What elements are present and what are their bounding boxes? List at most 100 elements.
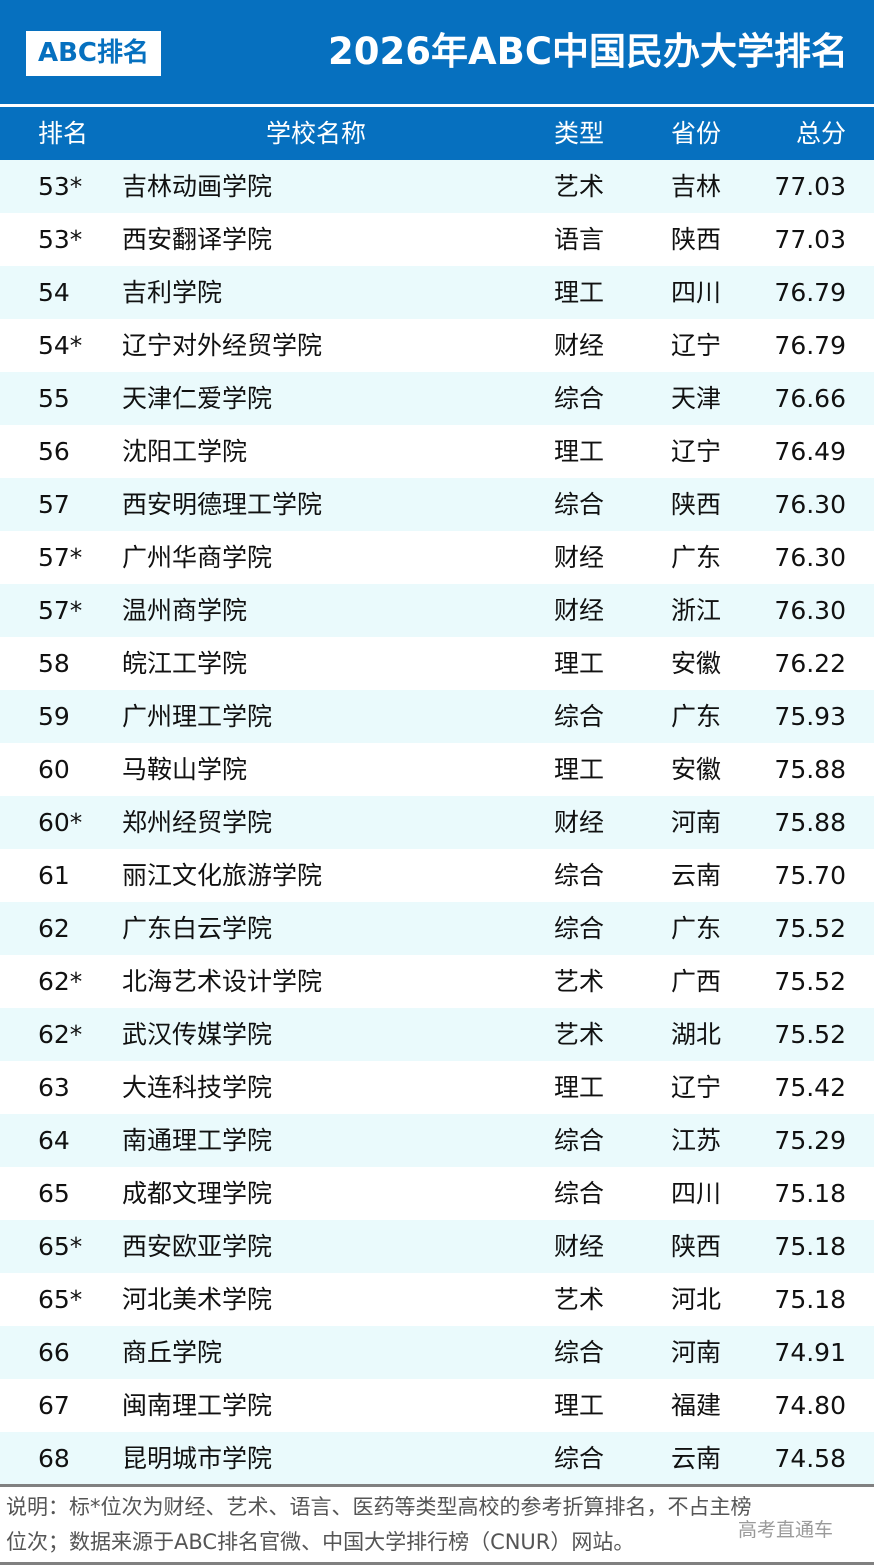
cell-province: 河北 — [671, 1285, 722, 1314]
cell-school: 河北美术学院 — [122, 1285, 273, 1314]
cell-rank: 63 — [38, 1073, 70, 1102]
table-row: 65 成都文理学院 综合 四川 75.18 — [0, 1167, 874, 1220]
cell-school: 郑州经贸学院 — [122, 808, 273, 837]
cell-rank: 60* — [38, 808, 83, 837]
table-row: 65* 西安欧亚学院 财经 陕西 75.18 — [0, 1220, 874, 1273]
cell-school: 广州理工学院 — [122, 702, 273, 731]
cell-score: 76.66 — [774, 384, 846, 413]
cell-score: 75.70 — [774, 861, 846, 890]
cell-rank: 60 — [38, 755, 70, 784]
cell-type: 综合 — [554, 1126, 605, 1155]
cell-school: 北海艺术设计学院 — [122, 967, 323, 996]
cell-score: 75.88 — [774, 755, 846, 784]
cell-rank: 62* — [38, 1020, 83, 1049]
cell-type: 艺术 — [554, 967, 605, 996]
cell-school: 马鞍山学院 — [122, 755, 248, 784]
cell-score: 76.22 — [774, 649, 846, 678]
cell-type: 理工 — [554, 437, 605, 466]
cell-score: 77.03 — [774, 172, 846, 201]
cell-province: 四川 — [671, 278, 722, 307]
cell-rank: 65* — [38, 1232, 83, 1261]
cell-type: 综合 — [554, 384, 605, 413]
table-row: 57* 广州华商学院 财经 广东 76.30 — [0, 531, 874, 584]
table-row: 67 闽南理工学院 理工 福建 74.80 — [0, 1379, 874, 1432]
cell-type: 财经 — [554, 331, 605, 360]
cell-school: 南通理工学院 — [122, 1126, 273, 1155]
table-row: 64 南通理工学院 综合 江苏 75.29 — [0, 1114, 874, 1167]
cell-rank: 57* — [38, 596, 83, 625]
col-score: 总分 — [795, 119, 846, 148]
table-row: 66 商丘学院 综合 河南 74.91 — [0, 1326, 874, 1379]
cell-province: 湖北 — [671, 1020, 722, 1049]
cell-score: 75.42 — [774, 1073, 846, 1102]
cell-rank: 62 — [38, 914, 70, 943]
cell-school: 沈阳工学院 — [122, 437, 248, 466]
table-header: 排名 学校名称 类型 省份 总分 — [0, 107, 874, 160]
table-row: 55 天津仁爱学院 综合 天津 76.66 — [0, 372, 874, 425]
cell-province: 云南 — [671, 1444, 722, 1473]
col-province: 省份 — [671, 119, 722, 148]
cell-province: 天津 — [671, 384, 722, 413]
cell-province: 福建 — [671, 1391, 722, 1420]
cell-province: 安徽 — [671, 755, 722, 784]
table-row: 62* 武汉传媒学院 艺术 湖北 75.52 — [0, 1008, 874, 1061]
cell-type: 语言 — [554, 225, 605, 254]
cell-type: 艺术 — [554, 172, 605, 201]
cell-rank: 57 — [38, 490, 70, 519]
cell-rank: 55 — [38, 384, 70, 413]
cell-score: 76.30 — [774, 596, 846, 625]
cell-type: 理工 — [554, 278, 605, 307]
table-row: 57* 温州商学院 财经 浙江 76.30 — [0, 584, 874, 637]
cell-score: 74.80 — [774, 1391, 846, 1420]
col-type: 类型 — [554, 119, 605, 148]
cell-province: 广西 — [671, 967, 722, 996]
cell-rank: 64 — [38, 1126, 70, 1155]
cell-score: 75.93 — [774, 702, 846, 731]
page-title: 2026年ABC中国民办大学排名 — [328, 30, 848, 73]
title-banner: ABC排名 2026年ABC中国民办大学排名 — [0, 0, 874, 104]
cell-school: 丽江文化旅游学院 — [122, 861, 323, 890]
cell-score: 76.79 — [774, 331, 846, 360]
table-row: 61 丽江文化旅游学院 综合 云南 75.70 — [0, 849, 874, 902]
col-school: 学校名称 — [266, 119, 367, 148]
cell-score: 74.58 — [774, 1444, 846, 1473]
cell-school: 西安欧亚学院 — [122, 1232, 273, 1261]
cell-rank: 65* — [38, 1285, 83, 1314]
cell-score: 75.18 — [774, 1232, 846, 1261]
cell-province: 辽宁 — [671, 437, 722, 466]
cell-rank: 62* — [38, 967, 83, 996]
cell-province: 江苏 — [671, 1126, 722, 1155]
table-row: 62 广东白云学院 综合 广东 75.52 — [0, 902, 874, 955]
cell-province: 吉林 — [671, 172, 722, 201]
cell-type: 综合 — [554, 1444, 605, 1473]
cell-school: 皖江工学院 — [122, 649, 248, 678]
cell-score: 75.29 — [774, 1126, 846, 1155]
cell-school: 吉利学院 — [122, 278, 223, 307]
cell-province: 广东 — [671, 543, 722, 572]
cell-type: 理工 — [554, 1073, 605, 1102]
cell-school: 商丘学院 — [122, 1338, 223, 1367]
cell-rank: 58 — [38, 649, 70, 678]
table-row: 54 吉利学院 理工 四川 76.79 — [0, 266, 874, 319]
cell-province: 陕西 — [671, 225, 722, 254]
cell-type: 艺术 — [554, 1020, 605, 1049]
cell-score: 76.30 — [774, 543, 846, 572]
cell-score: 75.18 — [774, 1179, 846, 1208]
cell-score: 75.52 — [774, 914, 846, 943]
cell-rank: 66 — [38, 1338, 70, 1367]
cell-province: 广东 — [671, 914, 722, 943]
cell-school: 温州商学院 — [122, 596, 248, 625]
cell-type: 财经 — [554, 596, 605, 625]
cell-type: 综合 — [554, 702, 605, 731]
cell-school: 武汉传媒学院 — [122, 1020, 273, 1049]
cell-score: 75.52 — [774, 1020, 846, 1049]
cell-rank: 56 — [38, 437, 70, 466]
cell-rank: 53* — [38, 225, 83, 254]
table-row: 56 沈阳工学院 理工 辽宁 76.49 — [0, 425, 874, 478]
table-row: 57 西安明德理工学院 综合 陕西 76.30 — [0, 478, 874, 531]
cell-rank: 67 — [38, 1391, 70, 1420]
cell-school: 辽宁对外经贸学院 — [122, 331, 323, 360]
cell-rank: 68 — [38, 1444, 70, 1473]
cell-score: 75.88 — [774, 808, 846, 837]
table-row: 62* 北海艺术设计学院 艺术 广西 75.52 — [0, 955, 874, 1008]
